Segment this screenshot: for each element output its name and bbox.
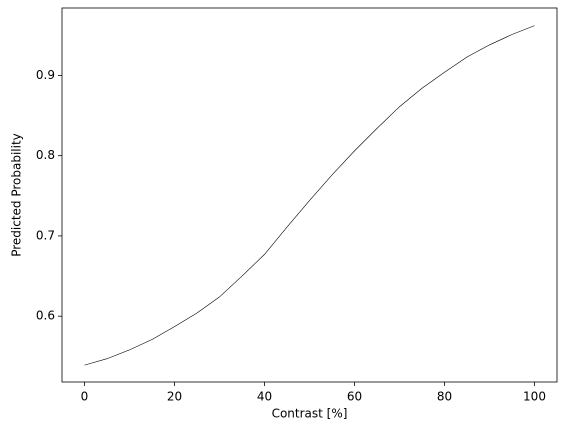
x-tick-label: 40 (257, 390, 272, 404)
y-tick-label: 0.8 (36, 148, 55, 162)
curve (84, 25, 535, 366)
plot-frame (61, 7, 558, 383)
x-tick-label: 20 (167, 390, 182, 404)
x-tick-label: 0 (81, 390, 89, 404)
x-axis-label: Contrast [%] (272, 407, 348, 421)
y-axis-label: Predicted Probability (10, 133, 24, 257)
x-tick-label: 100 (523, 390, 546, 404)
y-tick-label: 0.9 (36, 68, 55, 82)
x-tick-label: 60 (347, 390, 362, 404)
y-tick-label: 0.7 (36, 228, 55, 242)
x-tick-label: 80 (437, 390, 452, 404)
y-tick-label: 0.6 (36, 309, 55, 323)
